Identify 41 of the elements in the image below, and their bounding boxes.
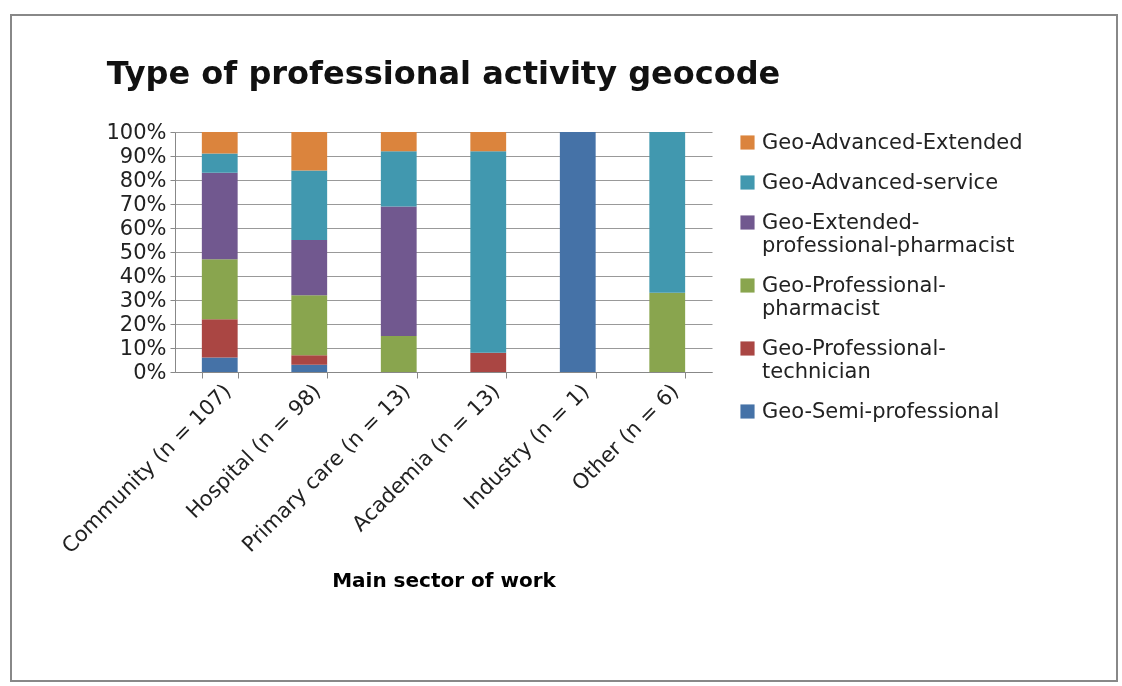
x-axis-title: Main sector of work	[332, 568, 557, 593]
y-tick-label: 30%	[119, 287, 167, 312]
y-tick-label: 50%	[119, 239, 167, 264]
bar	[291, 364, 328, 372]
legend-label: Geo-Advanced-service	[762, 169, 999, 194]
bar	[470, 151, 507, 353]
bar	[380, 206, 417, 336]
bar	[201, 259, 238, 320]
bar	[380, 151, 417, 207]
bar	[559, 132, 596, 372]
bar	[201, 172, 238, 260]
bar	[291, 132, 328, 171]
y-tick-label: 20%	[119, 311, 167, 336]
y-tick-label: 60%	[119, 215, 167, 240]
chart-title: Type of professional activity geocode	[106, 54, 781, 92]
bar	[380, 336, 417, 372]
bar	[201, 319, 238, 358]
legend-label: Geo-Extended-professional-pharmacist	[762, 209, 1015, 257]
y-tick-label: 80%	[119, 167, 167, 192]
bar	[470, 132, 507, 152]
bar	[201, 132, 238, 154]
bar	[201, 153, 238, 173]
bar	[649, 292, 686, 372]
y-tick-label: 0%	[133, 359, 167, 384]
bar	[380, 132, 417, 152]
bar	[649, 132, 686, 293]
legend-label: Geo-Advanced-Extended	[762, 129, 1023, 154]
bar	[291, 355, 328, 365]
legend-label: Geo-Professional-technician	[762, 335, 946, 383]
bar	[291, 240, 328, 296]
bar	[291, 170, 328, 240]
bar	[291, 295, 328, 356]
y-tick-label: 70%	[119, 191, 167, 216]
bar	[470, 352, 507, 372]
y-tick-label: 10%	[119, 335, 167, 360]
legend-label: Geo-Professional-pharmacist	[762, 272, 946, 320]
y-tick-label: 40%	[119, 263, 167, 288]
bar	[201, 357, 238, 372]
legend-label: Geo-Semi-professional	[762, 398, 1000, 423]
y-tick-label: 100%	[106, 119, 167, 144]
y-tick-label: 90%	[119, 143, 167, 168]
